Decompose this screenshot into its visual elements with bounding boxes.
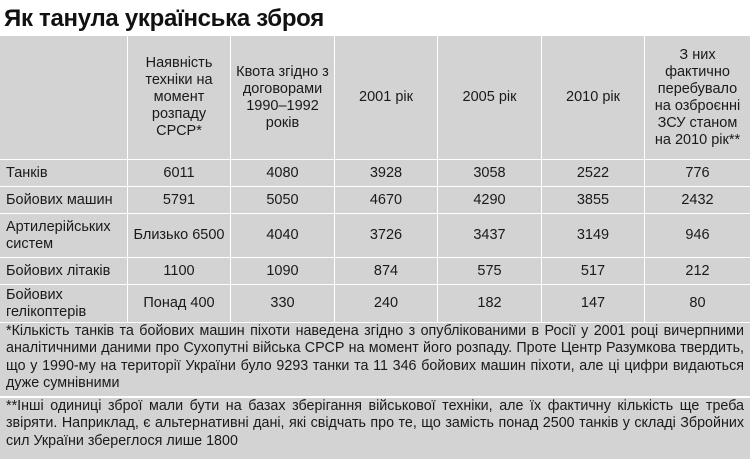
table-row: Бойових машин 5791 5050 4670 4290 3855 2… [0,187,750,214]
table-header-row: Наявність техніки на момент розпаду СРСР… [0,36,750,160]
table-cell: 4290 [438,187,542,214]
table-cell: 575 [438,258,542,285]
header-2005: 2005 рік [438,36,542,160]
table-row: Бойових літаків 1100 1090 874 575 517 21… [0,258,750,285]
table-cell: 80 [645,285,750,323]
table-row: Бойових гелікоптерів Понад 400 330 240 1… [0,285,750,323]
page-title: Як танула українська зброя [4,5,324,32]
footnote-1: *Кількість танків та бойових машин піхот… [6,323,744,391]
table-cell: 874 [335,258,438,285]
table-cell: 2522 [542,160,645,187]
row-label: Бойових літаків [0,258,128,285]
table-cell: 4080 [231,160,335,187]
table-cell: 212 [645,258,750,285]
table-cell: 182 [438,285,542,323]
table-cell: 1090 [231,258,335,285]
header-corner [0,36,128,160]
row-label: Танків [0,160,128,187]
table-row: Танків 6011 4080 3928 3058 2522 776 [0,160,750,187]
table-cell: 3058 [438,160,542,187]
table-cell: 240 [335,285,438,323]
table-cell: 946 [645,214,750,258]
table-cell: 776 [645,160,750,187]
table-cell: 5791 [128,187,231,214]
row-label: Бойових машин [0,187,128,214]
table-cell: 3928 [335,160,438,187]
table-cell: 147 [542,285,645,323]
notes-divider [0,396,750,398]
table-cell: Близько 6500 [128,214,231,258]
table-cell: 5050 [231,187,335,214]
table-cell: 330 [231,285,335,323]
header-2010: 2010 рік [542,36,645,160]
header-2001: 2001 рік [335,36,438,160]
table-cell: 3855 [542,187,645,214]
table-cell: 1100 [128,258,231,285]
footnote-2: **Інші одиниці зброї мали бути на базах … [6,398,744,449]
table-cell: 2432 [645,187,750,214]
header-in-service-2010: З них фактично перебувало на озброєнні З… [645,36,750,160]
table-cell: 4040 [231,214,335,258]
row-label: Бойових гелікоптерів [0,285,128,323]
table-cell: 6011 [128,160,231,187]
header-quota: Квота згідно з договорами 1990–1992 рокі… [231,36,335,160]
weapons-table: Наявність техніки на момент розпаду СРСР… [0,36,750,323]
row-label: Артилерійських систем [0,214,128,258]
table-cell: 3726 [335,214,438,258]
table-cell: 3437 [438,214,542,258]
header-ussr-collapse: Наявність техніки на момент розпаду СРСР… [128,36,231,160]
table-cell: 4670 [335,187,438,214]
table-row: Артилерійських систем Близько 6500 4040 … [0,214,750,258]
table-cell: 3149 [542,214,645,258]
table-cell: 517 [542,258,645,285]
table-cell: Понад 400 [128,285,231,323]
